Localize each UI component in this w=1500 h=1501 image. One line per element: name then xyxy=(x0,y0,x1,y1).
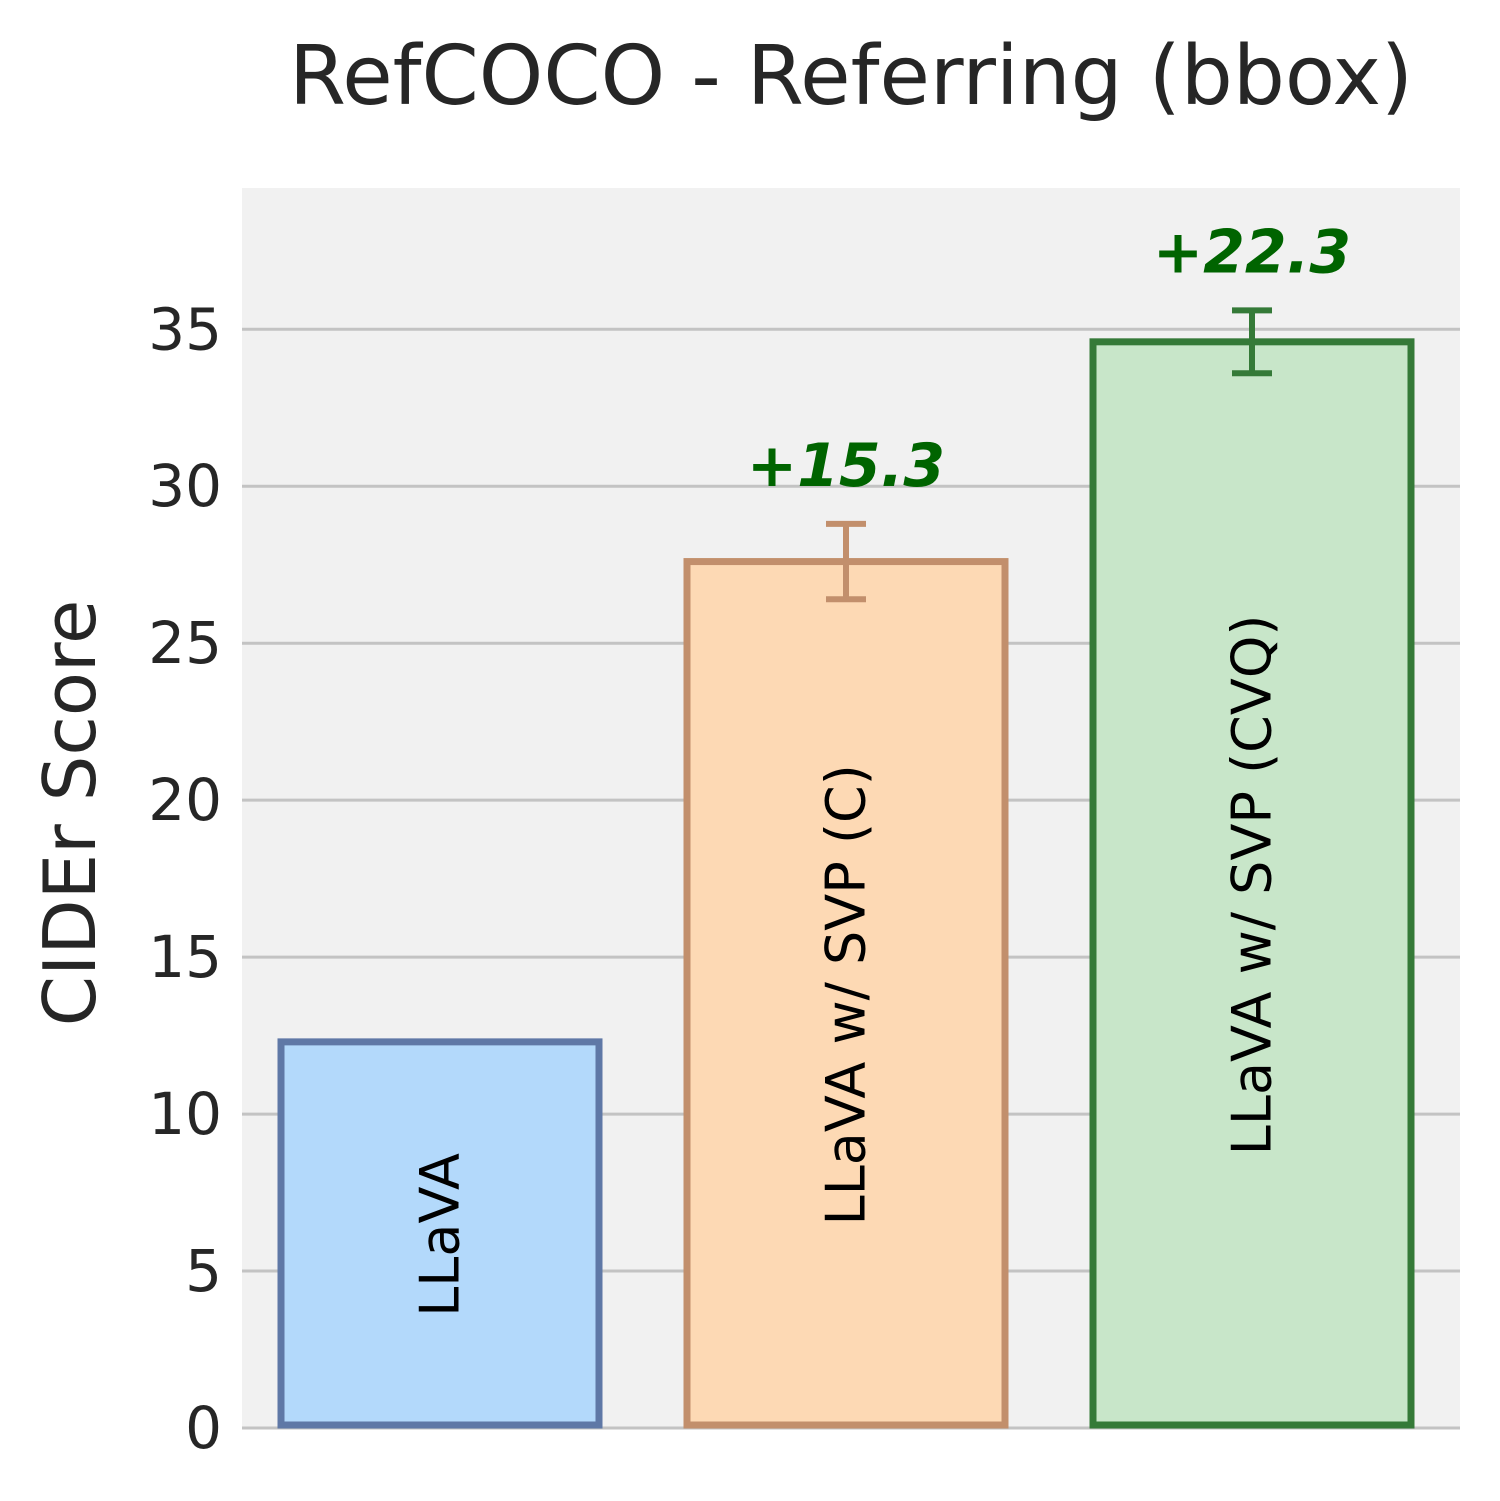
bar-group: LLaVA xyxy=(277,1038,603,1429)
bar-label: LLaVA w/ SVP (C) xyxy=(815,764,878,1225)
bar-group: LLaVA w/ SVP (C) +15.3 xyxy=(683,431,1009,1429)
chart-title: RefCOCO - Referring (bbox) xyxy=(288,29,1414,124)
y-tick-label: 30 xyxy=(148,452,222,520)
y-tick-label: 15 xyxy=(148,923,222,991)
y-tick-label: 20 xyxy=(148,766,222,834)
bar-group: LLaVA w/ SVP (CVQ) +22.3 xyxy=(1089,217,1415,1429)
y-tick-label: 5 xyxy=(185,1237,222,1305)
bar xyxy=(683,558,1009,1429)
y-tick-label: 25 xyxy=(148,609,222,677)
improvement-label: +22.3 xyxy=(1153,217,1351,287)
y-tick-label: 0 xyxy=(185,1394,222,1462)
bar-label: LLaVA xyxy=(409,1153,472,1317)
bar xyxy=(1089,338,1415,1429)
y-tick-labels: 0 5 10 15 20 25 30 35 xyxy=(148,295,222,1462)
y-tick-label: 35 xyxy=(148,295,222,363)
bar xyxy=(277,1038,603,1429)
improvement-label: +15.3 xyxy=(747,431,945,501)
bar-label: LLaVA w/ SVP (CVQ) xyxy=(1221,615,1284,1156)
y-axis-label: CIDEr Score xyxy=(28,600,112,1027)
y-tick-label: 10 xyxy=(148,1080,222,1148)
